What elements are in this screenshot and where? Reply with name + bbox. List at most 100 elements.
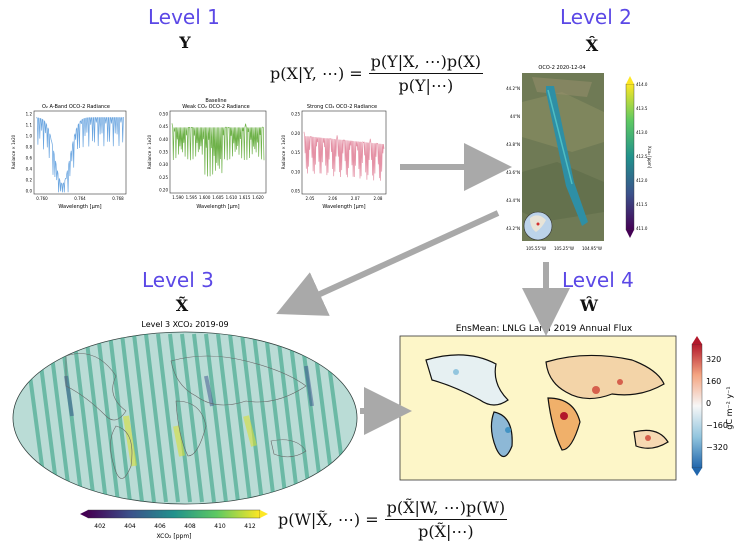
x-tick-label: 1.605 — [212, 195, 224, 200]
colorbar-tick-label: 408 — [184, 523, 196, 530]
y-axis-label: Radiance × 1e20 — [147, 134, 152, 169]
longitude-tick-labels: 105.55°W 105.25°W 104.95°W — [526, 246, 602, 251]
spectrum-trace — [171, 123, 265, 177]
spectrum-panel-o2: O₂ A-Band OCO-2 Radiance 1.2 1.1 1.0 0.8 0.6… — [11, 104, 127, 210]
coastlines — [65, 353, 307, 479]
y-tick-label: 0.6 — [26, 156, 33, 161]
x-tick-label: 2.05 — [306, 196, 315, 201]
colorbar-label: XCO₂ [ppm] — [156, 533, 191, 540]
latitude-tick-label: 43.4°N — [506, 198, 520, 203]
y-tick-label: 0.4 — [26, 167, 33, 172]
spectrum-subtitle: Baseline — [205, 98, 226, 104]
colorbar-max-extend — [260, 510, 268, 518]
y-tick-label: 0.40 — [159, 137, 168, 142]
x-tick-label: 0.764 — [74, 196, 86, 201]
x-tick-label: 2.07 — [351, 196, 360, 201]
y-tick-labels: 0.25 0.20 0.15 0.10 0.05 — [291, 112, 300, 194]
map-title: OCO-2 2020-12-04 — [538, 65, 585, 71]
equation-lhs: p(W|X̃, ⋯) = — [278, 510, 379, 529]
bayes-equation-level2: p(X|Y, ⋯) = p(Y|X, ⋯)p(X) p(Y|⋯) — [270, 52, 484, 95]
latitude-tick-label: 43.6°N — [506, 170, 520, 175]
y-tick-label: 1.2 — [26, 112, 33, 117]
colorbar-tick-label: 414.0 — [636, 82, 648, 87]
x-tick-label: 0.768 — [112, 196, 124, 201]
colorbar-tick-label: 160 — [706, 377, 721, 386]
x-tick-labels: 1.590 1.595 1.600 1.605 1.610 1.615 1.620 — [172, 195, 264, 200]
y-tick-label: 0.2 — [26, 178, 33, 183]
level-3-symbol: X̃ — [175, 296, 189, 315]
latitude-tick-label: 44°N — [510, 114, 520, 119]
level-1-symbol: Y — [179, 33, 191, 52]
colorbar-tick-label: 404 — [124, 523, 136, 530]
x-tick-label: 1.615 — [239, 195, 251, 200]
y-tick-label: 0.20 — [159, 188, 168, 193]
spectrum-trace — [303, 131, 385, 181]
spectrum-trace — [36, 117, 124, 193]
colorbar-tick-labels: 402 404 406 408 410 412 — [94, 523, 256, 530]
y-tick-label: 0.25 — [159, 175, 168, 180]
longitude-tick-label: 105.55°W — [526, 246, 546, 251]
equation-denominator: p(X̃|⋯) — [418, 522, 474, 541]
latitude-tick-label: 43.2°N — [506, 226, 520, 231]
y-tick-label: 0.20 — [291, 131, 300, 136]
y-tick-label: 0.50 — [159, 112, 168, 117]
longitude-tick-label: 105.25°W — [554, 246, 574, 251]
x-axis-label: Wavelength [μm] — [322, 204, 365, 210]
colorbar-tick-label: 413.0 — [636, 130, 648, 135]
level-2-title: Level 2 — [560, 5, 632, 29]
spectrum-title: O₂ A-Band OCO-2 Radiance — [42, 104, 110, 110]
level-4-symbol: Ŵ — [580, 296, 598, 315]
y-tick-label: 0.30 — [159, 162, 168, 167]
y-tick-label: 0.45 — [159, 124, 168, 129]
spectrum-title: Weak CO₂ OCO-2 Radiance — [182, 104, 249, 110]
colorbar-tick-labels: 320 160 0 −160 −320 — [706, 355, 728, 452]
colorbar-tick-label: 412.0 — [636, 178, 648, 183]
xco2-swaths — [13, 332, 357, 504]
colorbar-tick-label: 320 — [706, 355, 721, 364]
y-tick-labels: 0.50 0.45 0.40 0.35 0.30 0.25 0.20 — [159, 112, 168, 193]
level2-satellite-map: OCO-2 2020-12-04 44.2°N44°N43.8°N43.6°N4… — [506, 65, 652, 251]
map-title: Level 3 XCO₂ 2019-09 — [141, 320, 228, 329]
y-tick-label: 0.15 — [291, 150, 300, 155]
terrain-texture — [522, 92, 604, 152]
y-tick-label: 1.1 — [26, 123, 33, 128]
y-tick-label: 0.8 — [26, 145, 33, 150]
bayes-equation-level4: p(W|X̃, ⋯) = p(X̃|W, ⋯)p(W) p(X̃|⋯) — [278, 498, 508, 541]
x-axis-label: Wavelength [μm] — [58, 204, 101, 210]
inset-globe — [523, 211, 553, 241]
colorbar-label: Xco₂ [ppm] — [647, 146, 652, 169]
colorbar-min-extend — [692, 468, 702, 476]
satellite-track-edge — [547, 89, 573, 185]
latitude-tick-label: 44.2°N — [506, 86, 520, 91]
colorbar-tick-label: 410 — [214, 523, 226, 530]
colorbar-tick-label: −160 — [706, 421, 728, 430]
x-tick-label: 2.08 — [374, 196, 383, 201]
y-tick-label: 0.05 — [291, 189, 300, 194]
colorbar-tick-label: 413.5 — [636, 106, 648, 111]
y-tick-label: 1.0 — [26, 134, 33, 139]
y-axis-label: Radiance × 1e20 — [11, 134, 16, 169]
equation-denominator: p(Y|⋯) — [398, 76, 454, 95]
land-flux-areas — [425, 354, 669, 458]
y-axis-label: Radiance × 1e20 — [281, 134, 286, 169]
level-2-symbol: X̂ — [585, 36, 599, 55]
colorbar-min-extend — [80, 510, 88, 518]
colorbar-label: gC m⁻² y⁻¹ — [725, 386, 734, 429]
y-tick-label: 0.0 — [26, 189, 33, 194]
y-tick-label: 0.35 — [159, 150, 168, 155]
colorbar-tick-label: 411.0 — [636, 226, 648, 231]
latitude-tick-label: 43.8°N — [506, 142, 520, 147]
x-tick-label: 1.595 — [186, 195, 198, 200]
colorbar-tick-label: −320 — [706, 443, 728, 452]
spectrum-title: Strong CO₂ OCO-2 Radiance — [307, 104, 377, 110]
y-tick-label: 0.25 — [291, 112, 300, 117]
latitude-tick-labels: 44.2°N 44°N 43.8°N 43.6°N 43.4°N 43.2°N — [506, 86, 520, 231]
level-4-title: Level 4 — [562, 268, 634, 292]
x-tick-label: 1.620 — [252, 195, 264, 200]
equation-lhs: p(X|Y, ⋯) = — [270, 64, 363, 83]
x-tick-label: 1.600 — [199, 195, 211, 200]
y-tick-labels: 1.2 1.1 1.0 0.8 0.6 0.4 0.2 0.0 — [26, 112, 33, 194]
equation-numerator: p(Y|X, ⋯)p(X) — [368, 52, 484, 74]
x-tick-label: 1.590 — [172, 195, 184, 200]
